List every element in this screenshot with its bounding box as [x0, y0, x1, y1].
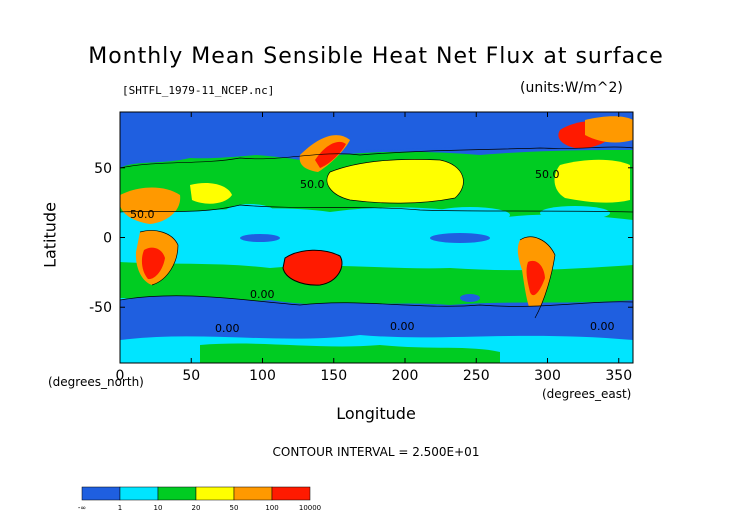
legend-label: 10000 [299, 504, 321, 512]
contour-label: 0.00 [215, 322, 240, 335]
x-axis-unit: (degrees_east) [542, 387, 632, 401]
color-legend: -∞ 1 10 20 50 100 10000 [78, 486, 321, 512]
contour-interval-label: CONTOUR INTERVAL = 2.500E+01 [272, 445, 480, 459]
x-tick-label: 150 [320, 368, 347, 384]
contour-label: 50.0 [130, 208, 155, 221]
legend-swatch [195, 486, 235, 501]
antarctic-green [200, 343, 500, 363]
contour-label: 0.00 [250, 288, 275, 301]
legend-swatch [271, 486, 311, 501]
contour-label: 50.0 [535, 168, 560, 181]
legend-label: 10 [154, 504, 163, 512]
south-america-red [526, 260, 545, 296]
x-tick-label: 250 [463, 368, 490, 384]
yellow-arabian [190, 183, 232, 204]
cyan-patch [540, 206, 610, 220]
axes: 0 50 100 150 200 250 300 350 50 0 -50 [89, 112, 633, 384]
contour-labels: 50.0 50.0 50.0 0.00 0.00 0.00 0.00 [130, 168, 615, 335]
contour-label: 50.0 [300, 178, 325, 191]
blue-arctic [120, 112, 633, 168]
cyan-patch [225, 204, 275, 220]
green-band-south [120, 262, 633, 305]
contour-lines [120, 146, 633, 319]
orange-north-america [585, 116, 633, 143]
australia [283, 250, 342, 286]
legend-swatch [119, 486, 159, 501]
yellow-north-pacific [326, 159, 464, 204]
legend-label: 1 [118, 504, 122, 512]
y-tick-label: -50 [89, 300, 112, 316]
contour-label: 0.00 [590, 320, 615, 333]
blue-patch [240, 234, 280, 242]
x-tick-label: 50 [182, 368, 200, 384]
heat-flux-field: 50.0 50.0 50.0 0.00 0.00 0.00 0.00 [120, 112, 633, 363]
australia-rim [282, 249, 343, 286]
y-tick-label: 50 [94, 161, 112, 177]
y-tick-label: 0 [103, 231, 112, 247]
cyan-patch [430, 207, 510, 223]
blue-patch [430, 233, 490, 243]
africa-south-red [141, 247, 165, 280]
legend-label: -∞ [78, 504, 86, 512]
x-tick-label: 200 [392, 368, 419, 384]
source-file-label: [SHTFL_1979-11_NCEP.nc] [122, 84, 275, 97]
contour-label: 0.00 [390, 320, 415, 333]
legend-label: 100 [265, 504, 278, 512]
x-tick-label: 0 [116, 368, 125, 384]
legend-swatch [233, 486, 273, 501]
x-axis-label: Longitude [336, 404, 416, 423]
orange-north-africa [120, 187, 181, 224]
x-tick-label: 350 [605, 368, 632, 384]
y-axis-unit: (degrees_north) [48, 375, 144, 389]
legend-swatch [157, 486, 197, 501]
chart-title: Monthly Mean Sensible Heat Net Flux at s… [88, 44, 664, 69]
x-tick-label: 100 [249, 368, 276, 384]
units-label: (units:W/m^2) [520, 80, 623, 96]
legend-label: 20 [192, 504, 201, 512]
legend-swatch [81, 486, 121, 501]
yellow-north-atlantic [554, 159, 630, 203]
x-tick-label: 300 [534, 368, 561, 384]
legend-label: 50 [230, 504, 239, 512]
red-asia-coast [315, 141, 346, 168]
blue-patch [460, 294, 480, 302]
